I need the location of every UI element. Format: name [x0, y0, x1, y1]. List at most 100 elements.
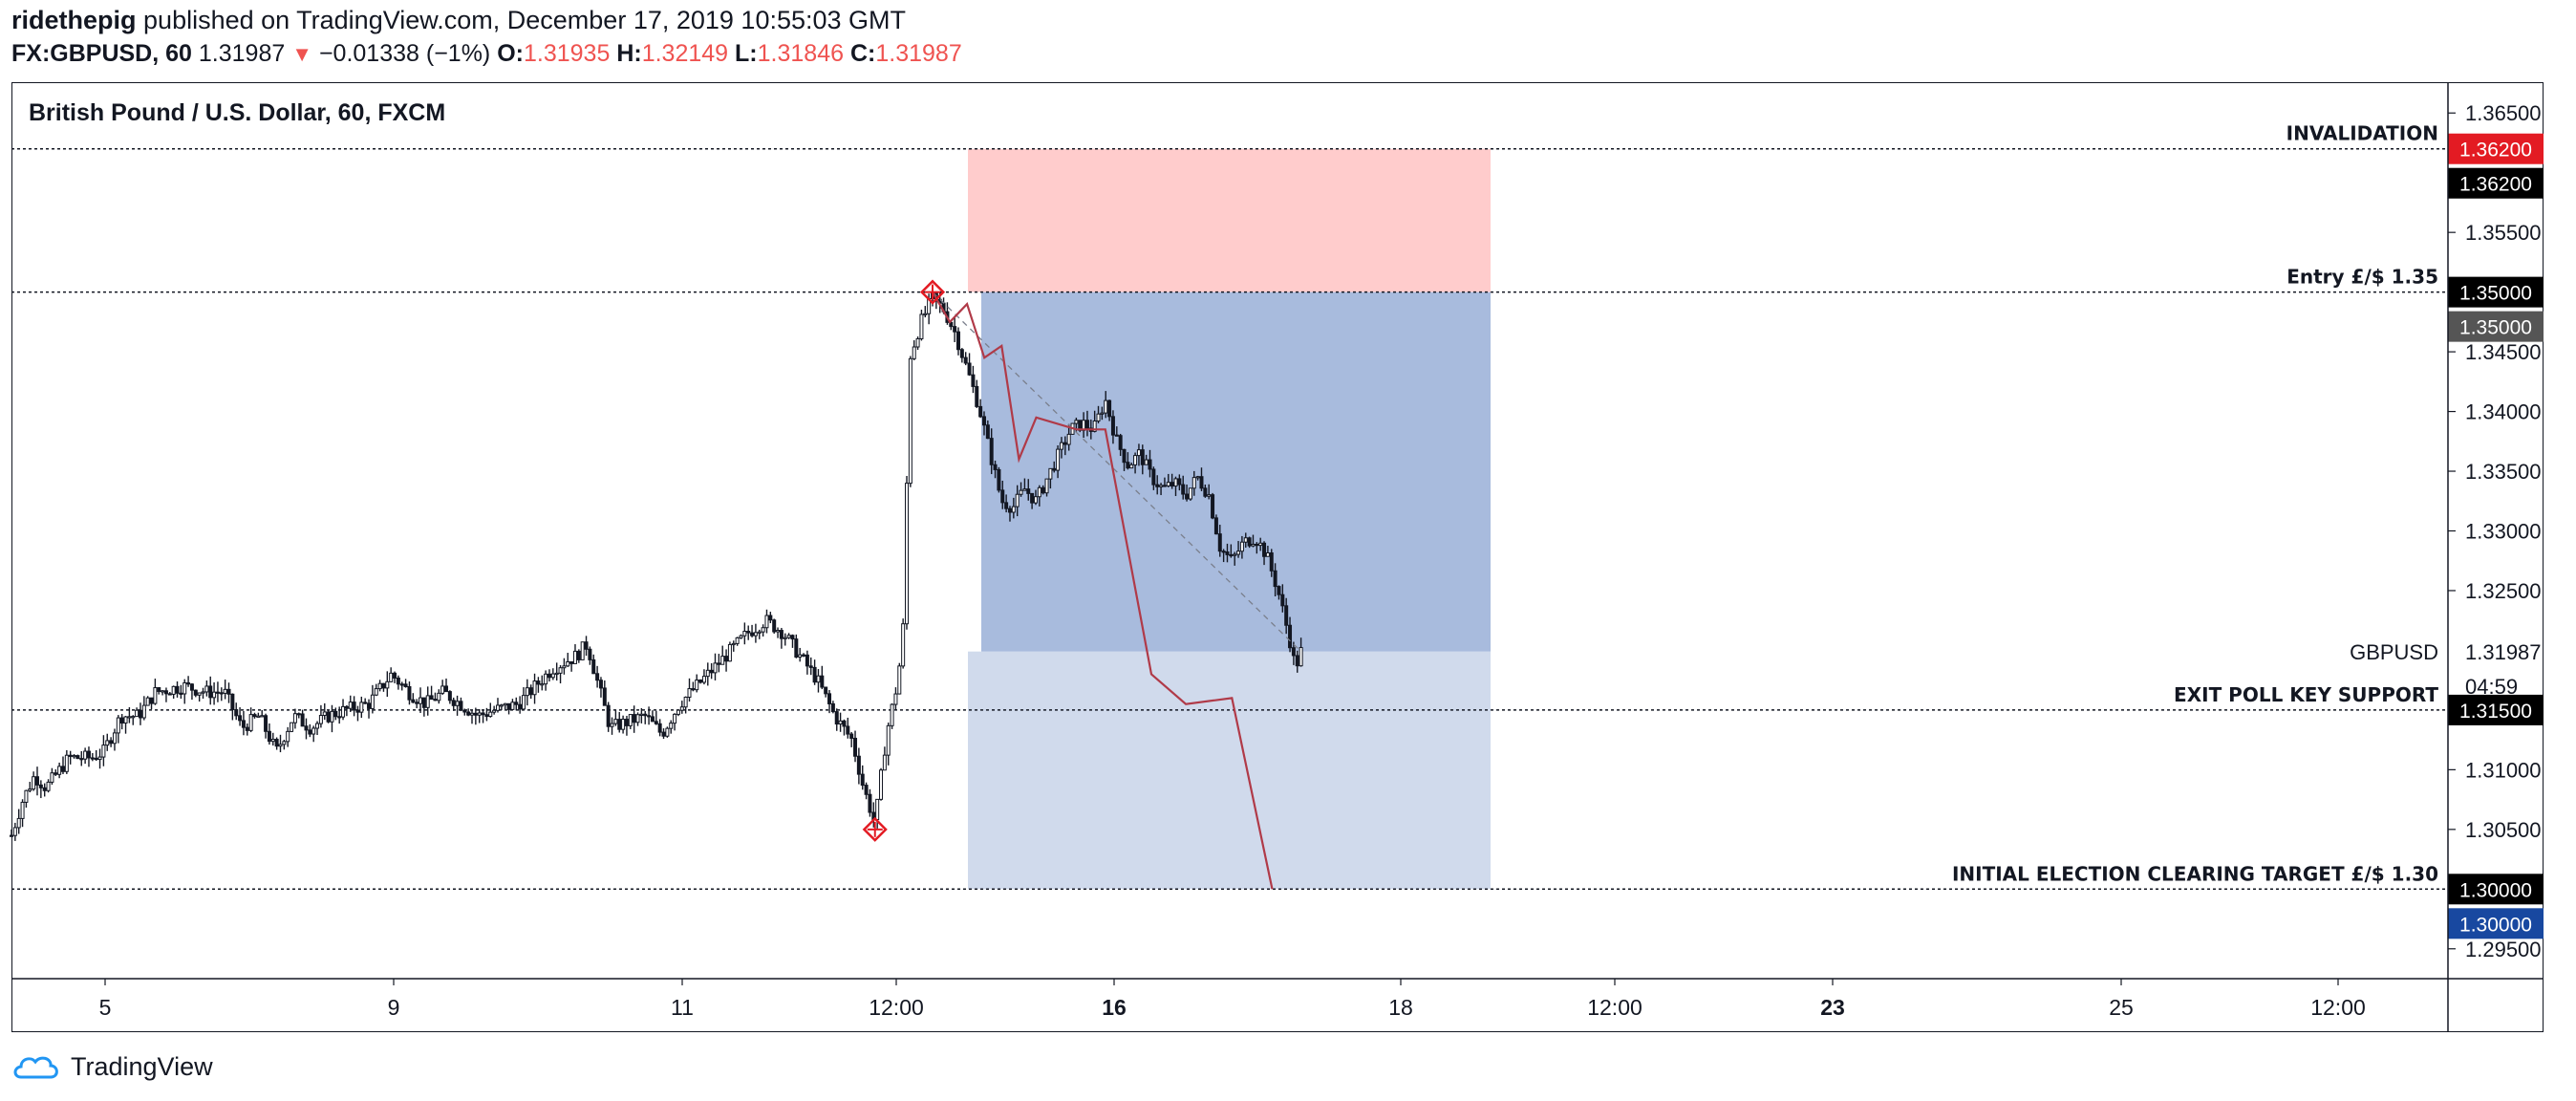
candle-body-149	[558, 667, 563, 674]
candle-body-181	[676, 709, 680, 715]
candle-body-74	[282, 741, 287, 745]
last-price: 1.31987	[198, 40, 286, 67]
candle-body-302	[1122, 448, 1127, 464]
candle-body-139	[521, 695, 526, 710]
candle-body-185	[691, 688, 696, 691]
candle-body-207	[772, 619, 777, 633]
x-tick-label-3: 12:00	[869, 995, 924, 1020]
candle-body-136	[510, 702, 515, 710]
candle-body-36	[141, 704, 146, 719]
level-label-1: Entry £/$ 1.35	[2286, 266, 2438, 289]
candle-body-335	[1243, 537, 1248, 543]
candle-body-65	[248, 714, 253, 731]
candle-body-5	[28, 788, 32, 791]
candle-body-198	[739, 635, 743, 638]
tradingview-brand[interactable]: TradingView	[71, 1051, 213, 1081]
candle-body-157	[588, 648, 592, 660]
candle-body-15	[64, 754, 69, 772]
candle-body-123	[462, 709, 467, 713]
candle-body-120	[451, 700, 456, 706]
candle-body-34	[135, 709, 140, 718]
candle-body-40	[157, 687, 161, 693]
candle-body-26	[105, 740, 110, 746]
candle-body-223	[830, 702, 835, 713]
candle-body-192	[717, 662, 721, 665]
candle-body-217	[808, 665, 813, 668]
y-tick-label-7: 1.31000	[2465, 758, 2542, 782]
candle-body-19	[79, 758, 84, 761]
candle-body-20	[83, 750, 88, 760]
candle-body-304	[1129, 464, 1134, 469]
candle-body-8	[38, 784, 43, 788]
candle-body-102	[385, 680, 390, 689]
candle-body-339	[1258, 542, 1263, 547]
entry-marker	[919, 279, 946, 305]
candle-body-229	[853, 737, 858, 757]
level-badge2-0	[2448, 167, 2544, 199]
level-badge-2	[2448, 694, 2544, 725]
candle-body-84	[318, 715, 323, 724]
candle-body-197	[735, 637, 740, 644]
candle-body-247	[919, 313, 924, 339]
author-name[interactable]: ridethepig	[11, 6, 137, 34]
candle-body-341	[1265, 552, 1270, 557]
candle-body-76	[290, 722, 294, 732]
candle-body-11	[50, 772, 54, 783]
candle-body-173	[647, 715, 652, 718]
candle-body-89	[337, 716, 342, 719]
candle-body-44	[171, 685, 176, 695]
footer: TradingView	[11, 1049, 213, 1084]
candle-body-55	[212, 691, 217, 699]
candle-body-83	[315, 723, 320, 729]
candle-body-100	[377, 682, 382, 690]
candle-body-69	[264, 715, 268, 732]
level-lines: INVALIDATION Entry £/$ 1.35 EXIT POLL KEY …	[11, 122, 2448, 891]
candle-body-243	[905, 483, 910, 625]
candle-body-258	[959, 349, 964, 358]
candle-body-171	[639, 713, 644, 716]
candle-body-264	[981, 416, 986, 426]
publish-info: ridethepig published on TradingView.com,…	[11, 6, 906, 35]
candle-body-6	[32, 776, 36, 790]
y-tick-label-6: 1.32500	[2465, 579, 2542, 603]
candle-body-300	[1114, 434, 1119, 437]
candle-body-37	[145, 697, 150, 706]
candle-body-193	[720, 656, 725, 665]
candle-body-160	[598, 680, 603, 689]
down-triangle-icon: ▼	[291, 42, 312, 66]
candle-body-101	[381, 682, 386, 689]
candle-body-273	[1015, 493, 1020, 507]
candle-body-16	[68, 754, 73, 757]
candle-body-267	[993, 464, 998, 470]
candle-body-244	[908, 357, 912, 485]
candle-body-186	[695, 680, 699, 691]
chart-frame[interactable]	[11, 82, 2544, 1032]
candle-body-272	[1011, 506, 1016, 513]
time-axis: 5 9 11 12:00 16 18 12:00 23 25 12:00	[11, 978, 2544, 1020]
candle-body-1	[12, 827, 17, 836]
candle-body-257	[955, 331, 960, 351]
candle-body-127	[477, 712, 482, 716]
low-value: 1.31846	[757, 40, 845, 67]
candle-body-308	[1144, 459, 1148, 465]
level-badge2-text-1: 1.35000	[2459, 317, 2532, 339]
candle-body-129	[484, 714, 489, 718]
candle-body-107	[403, 683, 408, 687]
current-price-label: 1.31987	[2465, 640, 2542, 664]
candle-body-276	[1026, 488, 1031, 494]
candle-body-60	[230, 693, 235, 711]
candle-body-29	[116, 717, 120, 734]
candle-body-124	[466, 711, 471, 716]
candle-body-268	[997, 468, 1001, 491]
level-badge2-text-0: 1.36200	[2459, 174, 2532, 196]
candle-body-319	[1185, 493, 1190, 500]
candle-body-125	[470, 712, 474, 716]
candle-body-333	[1236, 550, 1241, 555]
candle-body-115	[433, 699, 438, 702]
candle-body-108	[407, 685, 412, 701]
candle-body-195	[727, 643, 732, 662]
candle-body-328	[1217, 533, 1222, 552]
candle-body-286	[1063, 442, 1067, 445]
level-badge-text-2: 1.31500	[2459, 701, 2532, 723]
